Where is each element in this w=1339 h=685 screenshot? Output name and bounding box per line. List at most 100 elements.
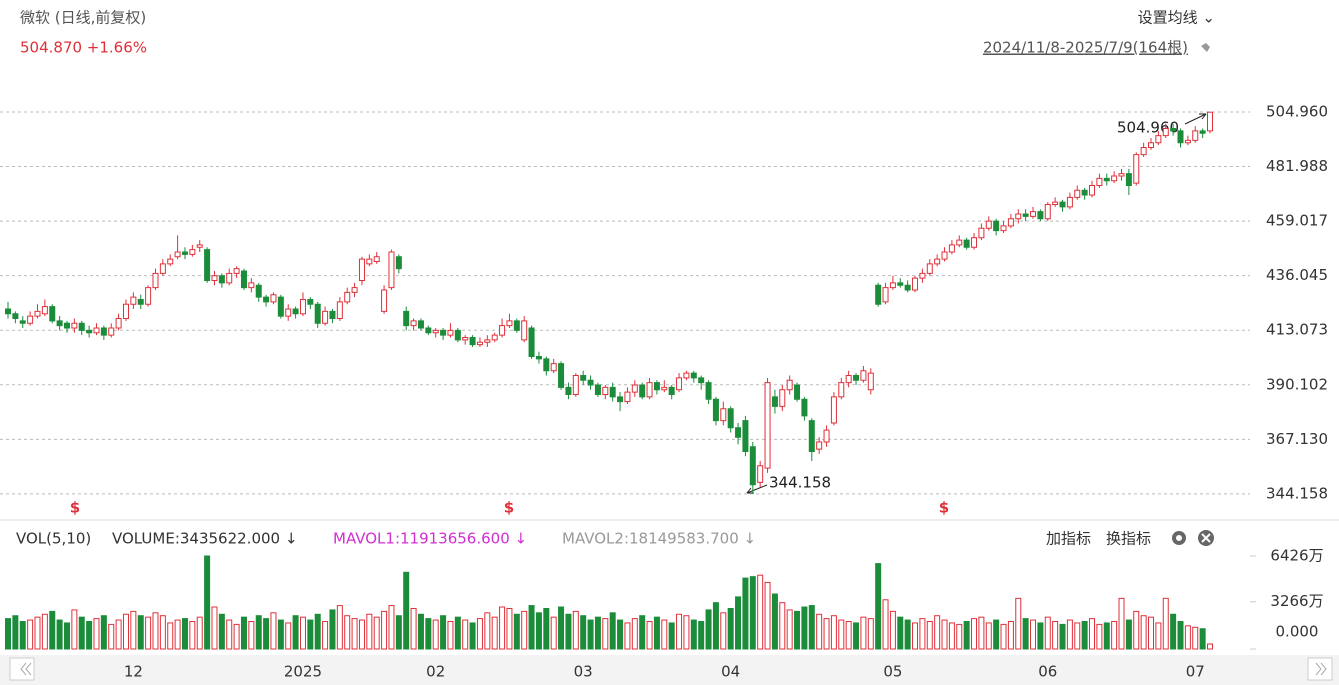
volume-bar	[292, 615, 299, 650]
candle-body	[912, 277, 919, 291]
x-tick-label: 12	[124, 663, 143, 681]
volume-bar	[1170, 613, 1177, 650]
ma-setting[interactable]: 设置均线 ⌄	[1138, 9, 1215, 27]
volume-bar	[159, 615, 166, 650]
volume-bar	[491, 616, 498, 650]
candle-body	[1162, 128, 1169, 137]
volume-bar	[1177, 621, 1184, 650]
candle-body	[454, 329, 461, 341]
candle-body	[1081, 189, 1088, 196]
candle-body	[720, 408, 727, 422]
candle-body	[491, 334, 498, 341]
switch-indicator[interactable]: 换指标	[1106, 530, 1151, 548]
pin-icon[interactable]	[1198, 43, 1210, 55]
candle-body	[735, 427, 742, 438]
scroll-right[interactable]	[1307, 657, 1333, 681]
volume-bar	[830, 615, 837, 650]
candle-body	[358, 258, 365, 281]
candle-body	[395, 256, 402, 270]
min-arrow	[746, 484, 768, 494]
volume-bar	[528, 605, 535, 650]
candle-body	[78, 322, 85, 331]
volume-bar	[543, 607, 550, 650]
volume-bar	[417, 613, 424, 650]
candle-body	[1177, 130, 1184, 144]
candle-body	[1125, 173, 1132, 186]
candle-body	[506, 320, 513, 327]
vol-name: VOL(5,10)	[16, 530, 91, 548]
volume-bar	[285, 622, 292, 650]
volume-bar	[248, 621, 255, 650]
volume-bar	[653, 616, 660, 650]
candle-body	[786, 379, 793, 391]
candle-body	[292, 308, 299, 315]
volume-bar	[948, 622, 955, 650]
date-range[interactable]: 2024/11/8-2025/7/9(164根)	[983, 39, 1188, 57]
volume-bar	[580, 615, 587, 650]
y-tick-label: 413.073	[1266, 321, 1328, 339]
volume-bar	[1030, 619, 1037, 650]
volume-bar	[240, 616, 247, 650]
candle-body	[1111, 175, 1118, 182]
volume-bar	[108, 623, 115, 650]
volume-bar	[1184, 625, 1191, 650]
scroll-left[interactable]	[9, 657, 35, 681]
volume-bar	[196, 616, 203, 650]
candle-body	[403, 310, 410, 327]
volume-bar	[145, 616, 152, 650]
volume-bar	[786, 609, 793, 650]
volume-bar	[698, 621, 705, 650]
candle-body	[425, 327, 432, 334]
candle-body	[948, 244, 955, 253]
candle-body	[307, 299, 314, 305]
candle-body	[159, 263, 166, 274]
max-annotation: 504.960	[1117, 119, 1179, 137]
candle-body	[12, 313, 19, 319]
volume-bar	[277, 619, 284, 650]
volume-bar	[963, 621, 970, 650]
volume-bar	[550, 616, 557, 650]
dividend-marker: $	[504, 499, 514, 517]
volume-bar	[122, 613, 129, 650]
volume-bar	[366, 613, 373, 650]
volume-bar	[794, 610, 801, 650]
candle-body	[565, 386, 572, 395]
candle-body	[993, 220, 1000, 232]
candle-body	[978, 227, 985, 239]
volume-bar	[1089, 618, 1096, 650]
candle-body	[100, 327, 107, 336]
candle-body	[550, 363, 557, 372]
candle-body	[1007, 218, 1014, 227]
candle-body	[1184, 139, 1191, 144]
candle-body	[808, 420, 815, 452]
candle-body	[845, 375, 852, 384]
candle-body	[410, 320, 417, 327]
candle-body	[941, 251, 948, 260]
candle-body	[417, 320, 424, 329]
candle-body	[71, 322, 78, 329]
volume-bar	[912, 622, 919, 650]
candle-body	[196, 244, 203, 248]
volume-bar	[41, 613, 48, 650]
candle-body	[771, 396, 778, 407]
volume-bar	[27, 619, 34, 650]
candle-body	[624, 391, 631, 403]
volume-bar	[889, 610, 896, 650]
candle-body	[934, 258, 941, 265]
volume-bar	[440, 615, 447, 650]
candle-body	[167, 258, 174, 265]
volume-bar	[204, 555, 211, 650]
volume-bar	[941, 619, 948, 650]
volume-bar	[712, 602, 719, 650]
candle-body	[1140, 147, 1147, 156]
candle-body	[322, 310, 329, 324]
volume-bar	[668, 622, 675, 650]
candle-body	[956, 239, 963, 246]
volume-bar	[535, 612, 542, 650]
candle-body	[889, 282, 896, 289]
volume-bar	[12, 615, 19, 650]
volume-bar	[867, 618, 874, 650]
volume-bar	[897, 616, 904, 650]
candle-body	[653, 382, 660, 391]
add-indicator[interactable]: 加指标	[1046, 530, 1091, 548]
